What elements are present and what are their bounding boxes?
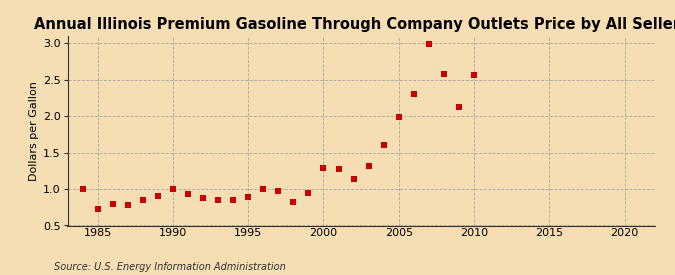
Point [92, 207, 103, 212]
Point [167, 187, 178, 191]
Point [318, 166, 329, 170]
Point [227, 198, 238, 202]
Point [454, 104, 464, 109]
Point [107, 201, 118, 206]
Point [213, 198, 223, 202]
Point [394, 115, 404, 119]
Point [363, 163, 374, 168]
Point [198, 196, 209, 200]
Point [122, 203, 133, 207]
Point [423, 42, 434, 46]
Point [77, 187, 88, 191]
Point [378, 143, 389, 147]
Point [348, 177, 359, 181]
Y-axis label: Dollars per Gallon: Dollars per Gallon [28, 81, 38, 181]
Text: Source: U.S. Energy Information Administration: Source: U.S. Energy Information Administ… [54, 262, 286, 272]
Point [439, 72, 450, 77]
Point [303, 191, 314, 195]
Point [408, 92, 419, 96]
Point [243, 195, 254, 199]
Point [273, 189, 284, 193]
Point [258, 187, 269, 191]
Point [333, 167, 344, 172]
Point [468, 73, 479, 77]
Point [153, 193, 163, 198]
Point [288, 200, 299, 204]
Point [138, 198, 148, 202]
Title: Annual Illinois Premium Gasoline Through Company Outlets Price by All Sellers: Annual Illinois Premium Gasoline Through… [34, 17, 675, 32]
Point [182, 192, 193, 196]
